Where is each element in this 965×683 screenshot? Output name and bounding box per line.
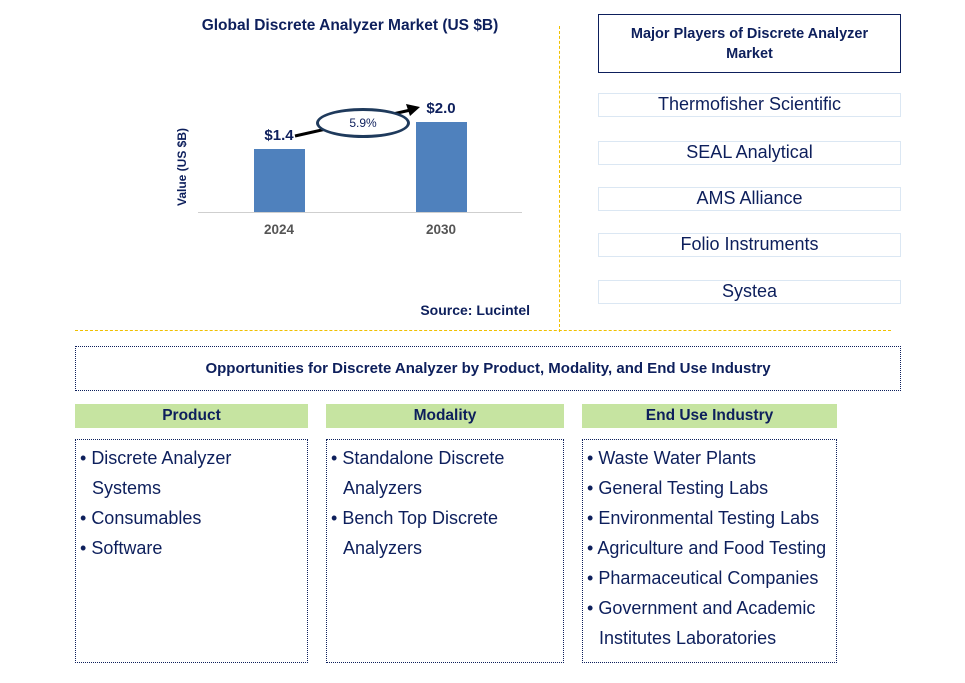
bar-value-2030: $2.0 xyxy=(426,100,456,117)
list-item: Agriculture and Food Testing xyxy=(587,533,832,563)
x-tick-2024: 2024 xyxy=(263,222,295,237)
category-header-end-use-industry: End Use Industry xyxy=(582,404,837,428)
player-item: Systea xyxy=(598,280,901,304)
list-item: Pharmaceutical Companies xyxy=(587,563,832,593)
bar-value-2024: $1.4 xyxy=(264,127,294,144)
list-item: Government and Academic Institutes Labor… xyxy=(587,593,832,653)
y-axis-label: Value (US $B) xyxy=(175,127,189,207)
end-use-industry-list: Waste Water Plants General Testing Labs … xyxy=(582,439,837,663)
product-list: Discrete Analyzer Systems Consumables So… xyxy=(75,439,308,663)
category-header-modality: Modality xyxy=(326,404,564,428)
list-item: Standalone Discrete Analyzers xyxy=(331,443,559,503)
bar-2030 xyxy=(416,122,467,212)
list-item: Bench Top Discrete Analyzers xyxy=(331,503,559,563)
list-item: Consumables xyxy=(80,503,303,533)
players-heading: Major Players of Discrete Analyzer Marke… xyxy=(598,14,901,73)
list-item: Environmental Testing Labs xyxy=(587,503,832,533)
bar-2024 xyxy=(254,149,305,212)
source-note: Source: Lucintel xyxy=(420,302,530,318)
opportunities-heading: Opportunities for Discrete Analyzer by P… xyxy=(75,346,901,391)
player-item: Folio Instruments xyxy=(598,233,901,257)
category-header-product: Product xyxy=(75,404,308,428)
list-item: Waste Water Plants xyxy=(587,443,832,473)
cagr-bubble: 5.9% xyxy=(316,108,410,138)
x-tick-2030: 2030 xyxy=(425,222,457,237)
player-item: Thermofisher Scientific xyxy=(598,93,901,117)
vertical-divider xyxy=(559,26,560,332)
list-item: Software xyxy=(80,533,303,563)
list-item: Discrete Analyzer Systems xyxy=(80,443,303,503)
player-item: AMS Alliance xyxy=(598,187,901,211)
horizontal-divider xyxy=(75,330,891,331)
x-axis-line xyxy=(198,212,522,213)
player-item: SEAL Analytical xyxy=(598,141,901,165)
modality-list: Standalone Discrete Analyzers Bench Top … xyxy=(326,439,564,663)
list-item: General Testing Labs xyxy=(587,473,832,503)
chart-title: Global Discrete Analyzer Market (US $B) xyxy=(201,17,499,34)
